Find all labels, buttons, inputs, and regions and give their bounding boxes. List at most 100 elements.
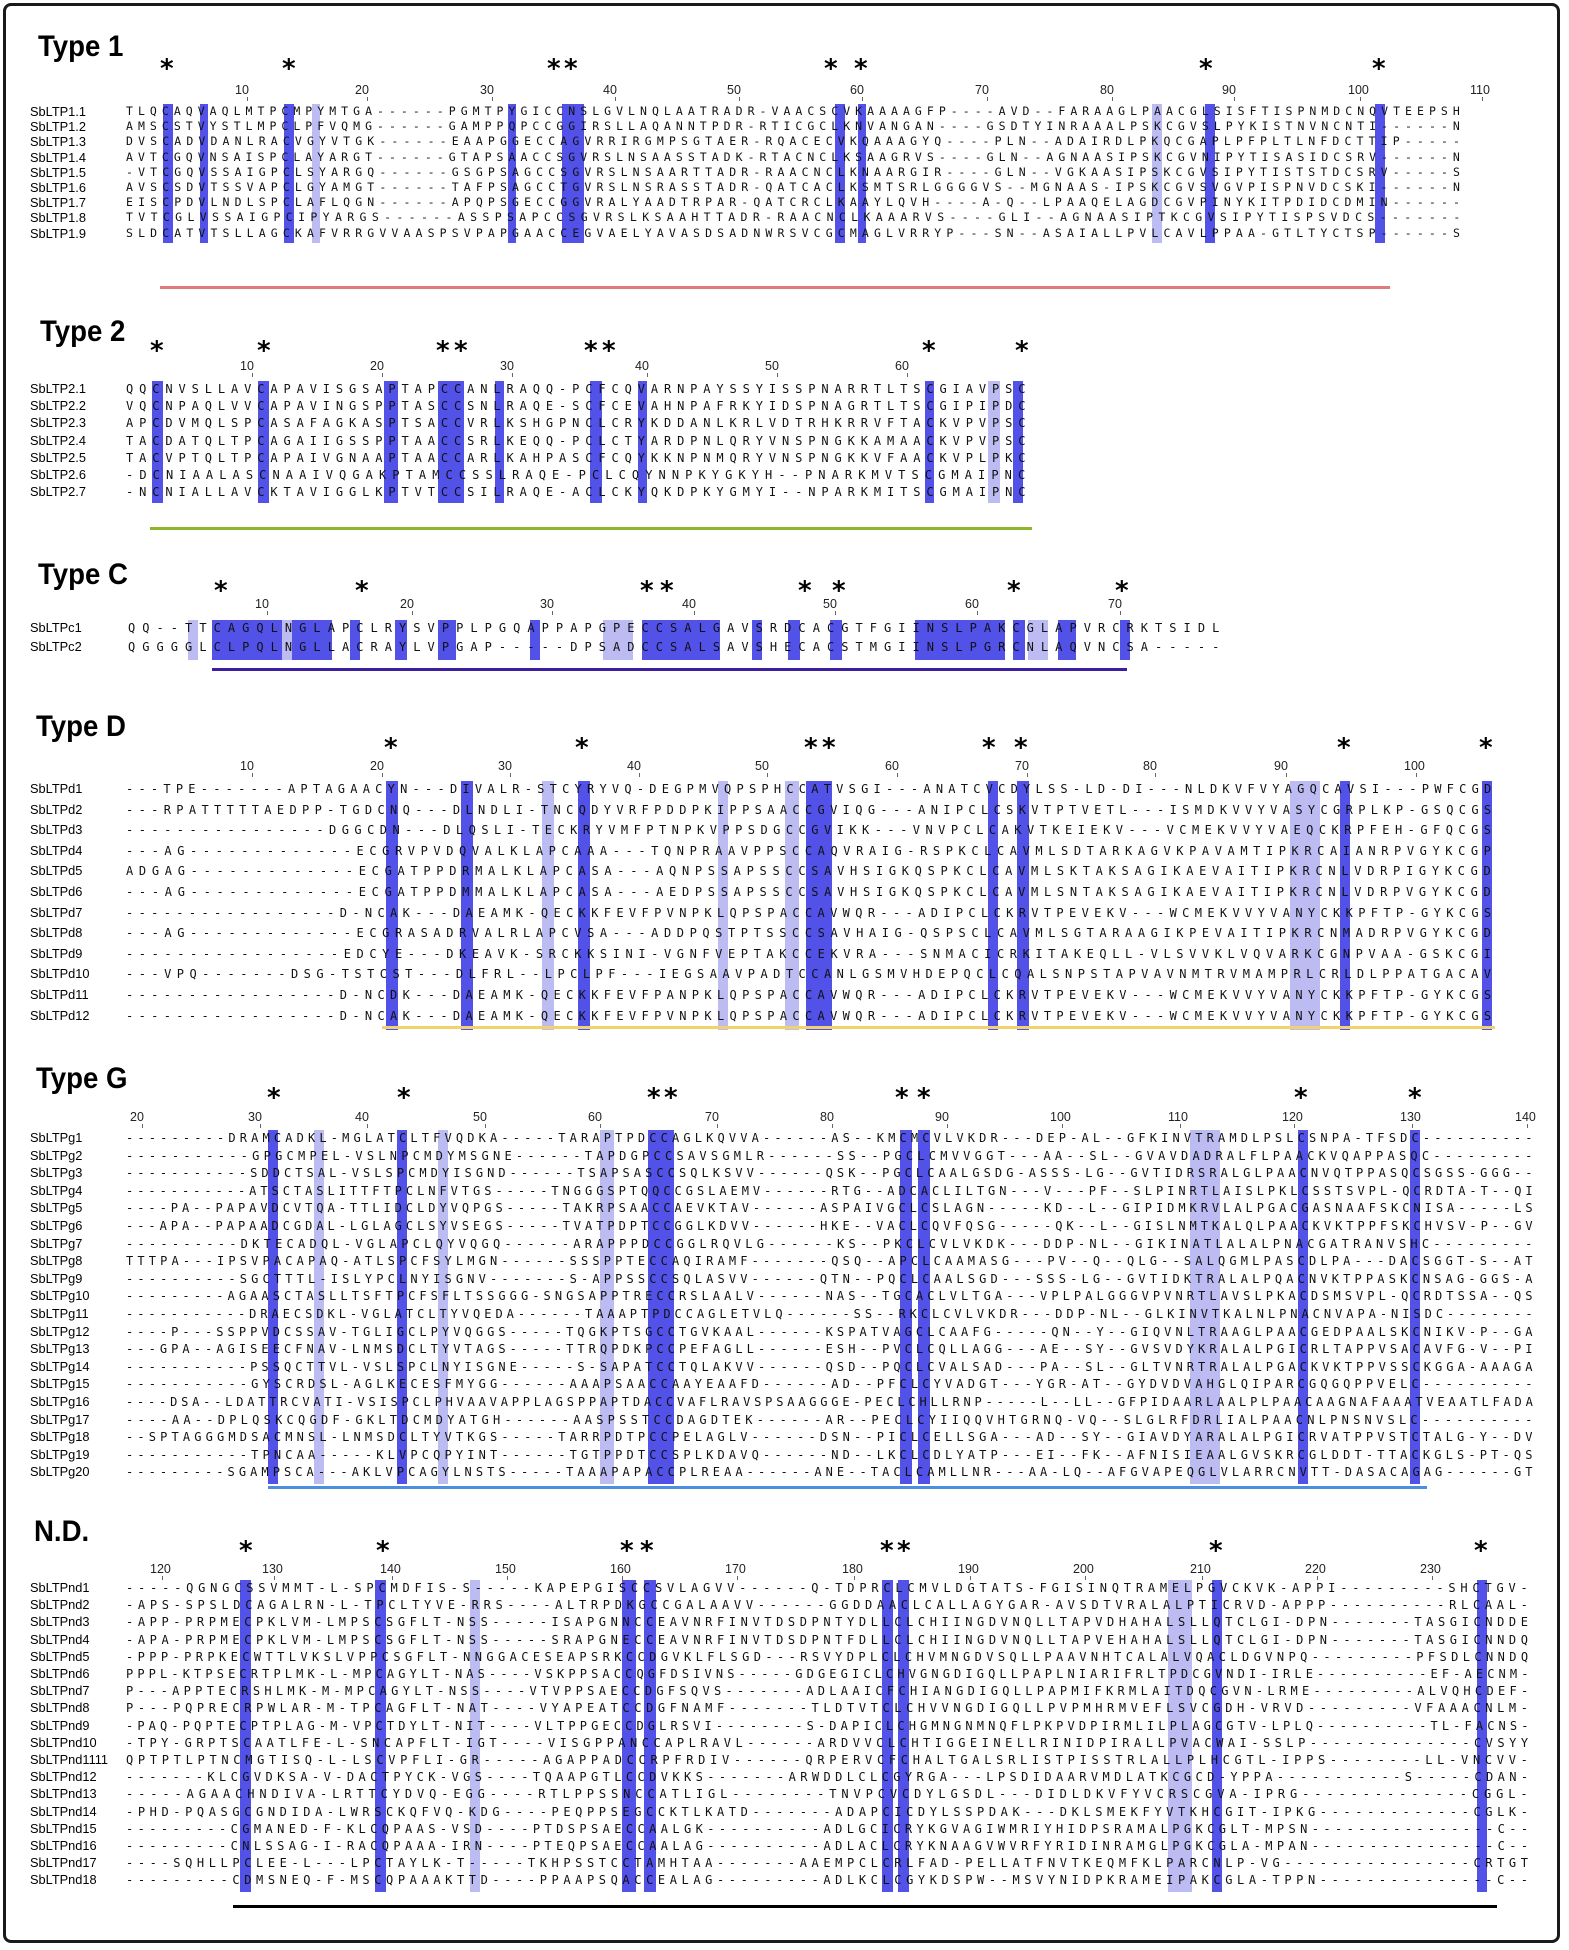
sequence-residues: -----------------EDCYE---DKEAVK-SRCKKSIN… <box>126 946 1497 961</box>
sequence-residues: QGGGGLCLPQLNGLLACRAYLVPGAP-----DPSADCCSA… <box>128 640 1227 654</box>
position-tick-mark <box>767 773 768 777</box>
position-tick-mark <box>252 373 253 377</box>
position-tick-mark <box>737 1576 738 1580</box>
sequence-residues: TACDATQLTPCAGAIIGSSPPTAACCSRLKEQQ-PCLCTY… <box>126 433 1032 448</box>
partial-conservation-highlight <box>438 1130 448 1484</box>
sequence-label: SbLTPg15 <box>30 1376 90 1392</box>
sequence-label: SbLTPg9 <box>30 1270 83 1286</box>
position-tick-label: 20 <box>130 1110 144 1124</box>
cysteine-asterisk: * <box>602 336 616 366</box>
sequence-label: SbLTP2.7 <box>30 484 86 500</box>
conserved-column-highlight <box>1013 381 1023 504</box>
sequence-residues: -NCNIALLAVCKTAVIGGLKPTVTCCSILRAQE-ACLCKY… <box>126 485 1032 500</box>
sequence-label: SbLTPg7 <box>30 1235 83 1251</box>
sequence-residues: EISCPDVLNDLSPCLAFLQGN------APQPSGECCGGVR… <box>126 195 1466 210</box>
position-tick-label: 100 <box>1348 83 1369 97</box>
position-tick-mark <box>1155 773 1156 777</box>
sequence-label: SbLTPg3 <box>30 1165 83 1181</box>
sequence-residues: ----DSA--LDATTRCVATI-VSISPCLPHVAAVAPPLAG… <box>126 1395 1537 1409</box>
cysteine-asterisk: * <box>376 1536 390 1566</box>
sequence-label: SbLTP2.6 <box>30 467 86 482</box>
conserved-column-highlight <box>1013 620 1025 660</box>
sequence-residues: -APP-PRPMECPKLVM-LMPSCSGFLT-NSS-----ISAP… <box>126 1615 1533 1630</box>
conserved-column-highlight <box>642 620 720 660</box>
position-tick-mark <box>1294 1124 1295 1128</box>
sequence-residues: ---------CNLSSAG-I-RACQPAAA-IRN----PTEQP… <box>126 1839 1533 1853</box>
sequence-residues: TTTPA---IPSVPACAPAQ-ATLSPCFSYLMGN------S… <box>126 1254 1537 1269</box>
position-tick-mark <box>832 1124 833 1128</box>
cysteine-asterisk: * <box>854 54 868 84</box>
conserved-column-highlight <box>830 620 842 660</box>
sequence-residues: -----QGNGCSSVMMT-L-SPCMDFIS-S-----KAPEPG… <box>126 1581 1533 1595</box>
position-tick-label: 10 <box>235 83 249 97</box>
sequence-label: SbLTP1.5 <box>30 164 86 180</box>
cysteine-asterisk: * <box>1015 336 1029 366</box>
group-underline <box>233 1905 1497 1908</box>
partial-conservation-highlight <box>1028 620 1048 660</box>
sequence-residues: ---------DRAMCADKL-MGLATCLTFVQDKA-----TA… <box>126 1131 1537 1145</box>
position-tick-mark <box>854 1576 855 1580</box>
position-tick-mark <box>510 773 511 777</box>
cysteine-asterisk: * <box>982 733 996 763</box>
position-tick-label: 30 <box>248 1110 262 1124</box>
sequence-residues: -----------SDDCTSAL-VSLSPCMDYISGND------… <box>126 1166 1537 1181</box>
sequence-label: SbLTPnd18 <box>30 1872 97 1888</box>
partial-conservation-highlight <box>1168 1580 1192 1892</box>
sequence-residues: AVSCSDVTSSVAPCLGYAMGT------TAFPSAGCCTGVR… <box>126 180 1466 194</box>
position-tick-mark <box>647 373 648 377</box>
conserved-column-highlight <box>918 1130 930 1484</box>
position-tick-label: 50 <box>755 759 769 773</box>
cysteine-asterisk: * <box>895 1083 909 1113</box>
sequence-label: SbLTPg18 <box>30 1429 90 1445</box>
conserved-column-highlight <box>900 1130 912 1484</box>
sequence-residues: ---AG-------------ECGATPPDMMALKLAPCASA--… <box>126 885 1497 899</box>
position-tick-label: 140 <box>380 1562 401 1576</box>
sequence-label: SbLTPg14 <box>30 1358 90 1374</box>
sequence-residues: AVTCGQVNSAISPCLAYARGT------GTAPSAACCSGVR… <box>126 149 1465 164</box>
position-tick-label: 40 <box>355 1110 369 1124</box>
cysteine-asterisk: * <box>917 1083 931 1113</box>
sequence-residues: ADGAG-------------ECGATPPDRMALKLAPCASA--… <box>126 864 1497 879</box>
position-tick-mark <box>639 773 640 777</box>
cysteine-asterisk: * <box>1007 576 1021 606</box>
conserved-column-highlight <box>1212 1580 1222 1892</box>
position-tick-mark <box>1027 773 1028 777</box>
position-tick-mark <box>1112 97 1113 101</box>
position-tick-label: 110 <box>1470 83 1490 97</box>
position-tick-mark <box>252 773 253 777</box>
conserved-column-highlight <box>1120 620 1130 660</box>
position-tick-label: 50 <box>765 359 779 373</box>
panel-title: N.D. <box>34 1515 90 1548</box>
sequence-residues: -------KLCGVDKSA-V-DACTPYCK-VGS----TQAAP… <box>126 1770 1533 1785</box>
conserved-column-highlight <box>530 620 540 660</box>
position-tick-mark <box>977 611 978 615</box>
cysteine-asterisk: * <box>1408 1083 1422 1113</box>
sequence-residues: -----------------D-NCAK---DAEAMK-QECKKFE… <box>126 1008 1497 1023</box>
partial-conservation-highlight <box>312 104 320 243</box>
position-tick-label: 100 <box>1404 759 1425 773</box>
position-tick-mark <box>1286 773 1287 777</box>
group-underline <box>160 286 1390 289</box>
sequence-label: SbLTPg17 <box>30 1411 90 1427</box>
position-tick-label: 90 <box>935 1110 949 1124</box>
position-tick-label: 110 <box>1168 1110 1188 1124</box>
sequence-label: SbLTPg19 <box>30 1446 90 1462</box>
sequence-label: SbLTPd8 <box>30 925 83 941</box>
position-tick-mark <box>367 97 368 101</box>
position-tick-mark <box>615 97 616 101</box>
position-tick-label: 130 <box>1400 1110 1421 1124</box>
sequence-residues: ----------SGCTTTL-ISLYPCLNYISGNV-------S… <box>126 1271 1537 1286</box>
sequence-residues: QPTPTLPTNCMGTISQ-L-LSCVPFLI-GR-----AGAPP… <box>126 1753 1533 1767</box>
sequence-residues: -----------ATSCTASLITTFTPCLNFVTGS-----TN… <box>126 1183 1537 1198</box>
position-tick-mark <box>1317 1576 1318 1580</box>
sequence-label: SbLTP1.7 <box>30 195 86 211</box>
sequence-label: SbLTPnd3 <box>30 1614 90 1630</box>
conserved-column-highlight <box>578 781 590 1031</box>
conserved-column-highlight <box>386 781 398 1031</box>
position-tick-label: 60 <box>895 359 909 373</box>
cysteine-asterisk: * <box>1294 1083 1308 1113</box>
sequence-label: SbLTPnd1 <box>30 1580 90 1595</box>
position-tick-mark <box>1234 97 1235 101</box>
partial-conservation-highlight <box>470 1580 480 1892</box>
position-tick-label: 50 <box>473 1110 487 1124</box>
